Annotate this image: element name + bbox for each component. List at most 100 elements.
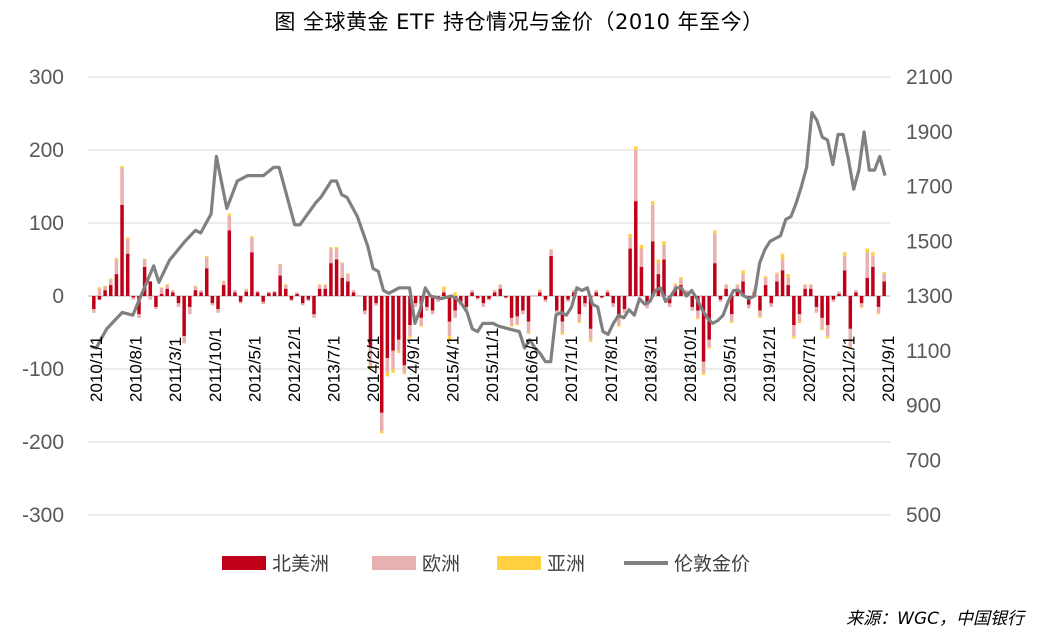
bar-north-america [351, 292, 356, 296]
bar-europe [159, 287, 164, 294]
y-right-tick-label: 2100 [906, 66, 953, 89]
bar-north-america [769, 296, 774, 304]
bar-europe [272, 290, 277, 293]
bar-north-america [662, 259, 666, 296]
bar-asia [368, 365, 373, 369]
bar-europe [396, 339, 401, 351]
bar-europe [775, 274, 779, 282]
bar-asia [221, 280, 226, 282]
bar-north-america [447, 296, 452, 322]
bar-north-america [250, 252, 254, 296]
bar-north-america [735, 288, 740, 296]
bar-north-america [300, 296, 305, 304]
bar-europe [639, 248, 644, 267]
bar-north-america [848, 296, 853, 329]
bar-europe [278, 264, 282, 276]
bar-north-america [278, 275, 282, 296]
bar-asia [250, 236, 254, 238]
bar-north-america [244, 291, 248, 296]
bar-europe [792, 325, 796, 337]
bar-north-america [391, 296, 395, 351]
bar-europe [600, 297, 604, 299]
y-right-tick-label: 700 [906, 449, 941, 472]
bar-north-america [509, 296, 514, 318]
bar-europe [724, 285, 728, 289]
bar-asia [391, 369, 395, 373]
bar-north-america [92, 296, 96, 310]
bar-europe [543, 299, 548, 302]
bar-asia [656, 259, 661, 264]
bar-europe [763, 277, 768, 286]
bar-europe [882, 274, 886, 282]
bar-north-america [854, 292, 858, 296]
bar-europe [515, 316, 519, 324]
bar-north-america [814, 296, 819, 307]
bar-europe [97, 288, 102, 296]
bar-europe [368, 347, 373, 366]
bar-north-america [114, 274, 119, 296]
bar-europe [701, 361, 706, 373]
bar-europe [594, 290, 599, 293]
bar-asia [673, 283, 678, 286]
bar-asia [284, 284, 288, 286]
bar-north-america [730, 296, 734, 315]
bar-north-america [650, 241, 655, 296]
bar-europe [837, 291, 841, 294]
y-left-tick-label: 200 [29, 139, 64, 162]
bar-asia [379, 431, 384, 434]
bar-north-america [346, 281, 350, 296]
bar-europe [334, 248, 339, 260]
bar-north-america [758, 296, 762, 311]
bar-north-america [560, 296, 565, 322]
bar-europe [346, 274, 350, 282]
bar-europe [825, 325, 830, 337]
bar-north-america [323, 288, 328, 296]
bar-asia [803, 284, 807, 286]
x-tick-label: 2021/9/1 [879, 336, 898, 402]
bar-europe [267, 291, 271, 294]
bar-europe [696, 310, 700, 318]
bar-north-america [865, 277, 869, 296]
bar-asia [882, 271, 886, 275]
x-tick-label: 2012/5/1 [245, 336, 264, 402]
bar-europe [430, 310, 435, 315]
bar-asia [713, 230, 717, 234]
bar-europe [650, 204, 655, 242]
bar-europe [227, 215, 232, 231]
bar-europe [250, 237, 254, 253]
bar-europe [188, 306, 192, 315]
bar-north-america [837, 293, 841, 296]
bar-europe [340, 263, 344, 278]
bar-europe [679, 279, 683, 286]
bar-europe [425, 306, 429, 311]
bar-asia [142, 258, 147, 260]
bar-north-america [295, 293, 299, 296]
bar-asia [515, 323, 519, 326]
x-tick-label: 2014/2/1 [364, 336, 383, 402]
bar-north-america [656, 274, 661, 296]
bar-asia [792, 336, 796, 339]
bar-north-america [498, 288, 503, 296]
bar-north-america [289, 296, 294, 300]
bar-north-america [227, 230, 232, 296]
bar-north-america [803, 288, 807, 296]
bar-asia [741, 270, 745, 275]
bar-asia [775, 272, 779, 275]
bar-europe [560, 321, 565, 333]
bar-europe [588, 328, 593, 340]
bar-europe [809, 285, 813, 289]
bar-asia [730, 321, 734, 324]
bar-asia [809, 284, 813, 286]
bar-europe [571, 290, 576, 293]
bar-north-america [137, 296, 141, 315]
bar-europe [509, 317, 514, 326]
bar-north-america [221, 285, 226, 296]
bar-north-america [746, 296, 751, 305]
bar-north-america [368, 296, 373, 348]
bar-europe [284, 285, 288, 289]
bar-europe [323, 285, 328, 289]
bar-europe [221, 281, 226, 286]
bar-north-america [775, 281, 779, 296]
x-tick-label: 2015/11/1 [483, 328, 502, 402]
bar-europe [617, 317, 621, 326]
